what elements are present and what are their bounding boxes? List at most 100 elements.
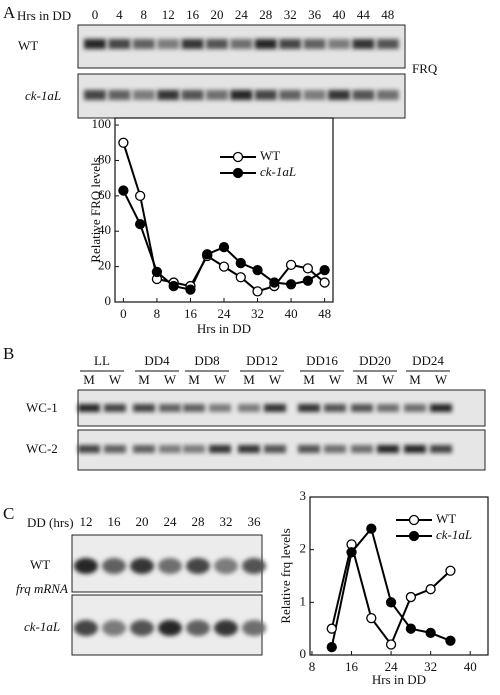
row-label: ck-1aL [25,88,61,103]
marker [405,591,417,603]
band [104,445,126,453]
group-label: DD8 [194,353,219,368]
lane-label: M [188,372,200,387]
band [377,445,399,453]
lane-label: W [164,372,177,387]
band [298,404,320,412]
legend-label: WT [260,148,280,163]
group-label: DD24 [412,353,444,368]
marker [346,547,357,558]
band [264,445,286,453]
lane-label: 40 [333,7,346,22]
lane-label: 44 [357,7,371,22]
marker [326,641,337,653]
band [404,404,426,412]
marker [235,257,246,269]
lane-axis-label: Hrs in DD [17,8,71,23]
lane-label: M [409,372,421,387]
marker [135,219,146,230]
legend-marker [232,151,244,163]
plot-frame [309,496,489,656]
lane-label: 24 [164,514,178,529]
band [159,445,181,453]
lane-label: M [83,372,95,387]
marker [285,279,297,290]
band [181,39,204,49]
band [376,39,399,49]
band [377,404,399,412]
band [78,445,100,453]
band [242,620,266,636]
band [206,39,228,49]
y-tick-label: 80 [98,151,111,166]
x-tick-label: 16 [184,306,198,321]
band [130,558,154,574]
band [352,90,375,100]
marker [302,275,313,286]
band [376,90,399,100]
lane-label: 20 [211,7,224,22]
legend-label: WT [436,511,456,526]
band [133,404,155,412]
lane-label: 0 [92,7,99,22]
band [84,39,106,49]
x-tick-label: 16 [345,659,359,674]
band [209,445,231,453]
marker [326,623,337,634]
lane-label: W [435,372,448,387]
band [108,90,131,100]
marker [366,612,377,624]
row-note: frq mRNA [16,581,68,596]
band [230,39,253,49]
band [303,39,326,49]
marker [135,190,146,201]
y-tick-label: 2 [300,541,307,556]
marker [185,284,196,295]
group-label: DD4 [144,353,170,368]
marker [252,286,263,297]
x-axis-label: Hrs in DD [372,672,426,687]
y-tick-label: 0 [300,646,307,661]
lane-label: M [356,372,368,387]
band [238,404,260,412]
x-axis-label: Hrs in DD [197,321,251,336]
x-tick-label: 32 [251,306,264,321]
marker [118,185,129,196]
lane-label: 36 [248,514,262,529]
band [157,39,180,49]
marker [425,627,436,639]
row-label: WC-1 [26,400,58,415]
lane-label: 12 [162,7,175,22]
band [130,620,154,636]
x-tick-label: 40 [285,306,298,321]
band [158,558,182,574]
lane-label: M [243,372,255,387]
lane-label: 28 [192,514,205,529]
band [214,620,238,636]
band [430,445,452,453]
lane-label: 4 [116,7,123,22]
x-tick-label: 0 [120,306,127,321]
legend-marker [408,530,420,542]
lane-axis-label: DD (hrs) [27,515,74,530]
row-label: WT [30,557,50,572]
panel-letter: B [3,344,14,363]
band [209,404,231,412]
band [181,90,204,100]
band [279,90,302,100]
marker [366,523,377,534]
x-tick-label: 8 [154,306,161,321]
y-tick-label: 40 [98,222,111,237]
marker [319,265,330,276]
band [303,90,326,100]
marker [285,259,297,270]
marker [319,277,330,288]
lane-label: 24 [235,7,249,22]
band [157,90,180,100]
x-tick-label: 24 [218,306,232,321]
marker [218,242,230,253]
band [74,558,98,574]
lane-label: 32 [220,514,233,529]
band [78,404,100,412]
marker [235,272,246,283]
